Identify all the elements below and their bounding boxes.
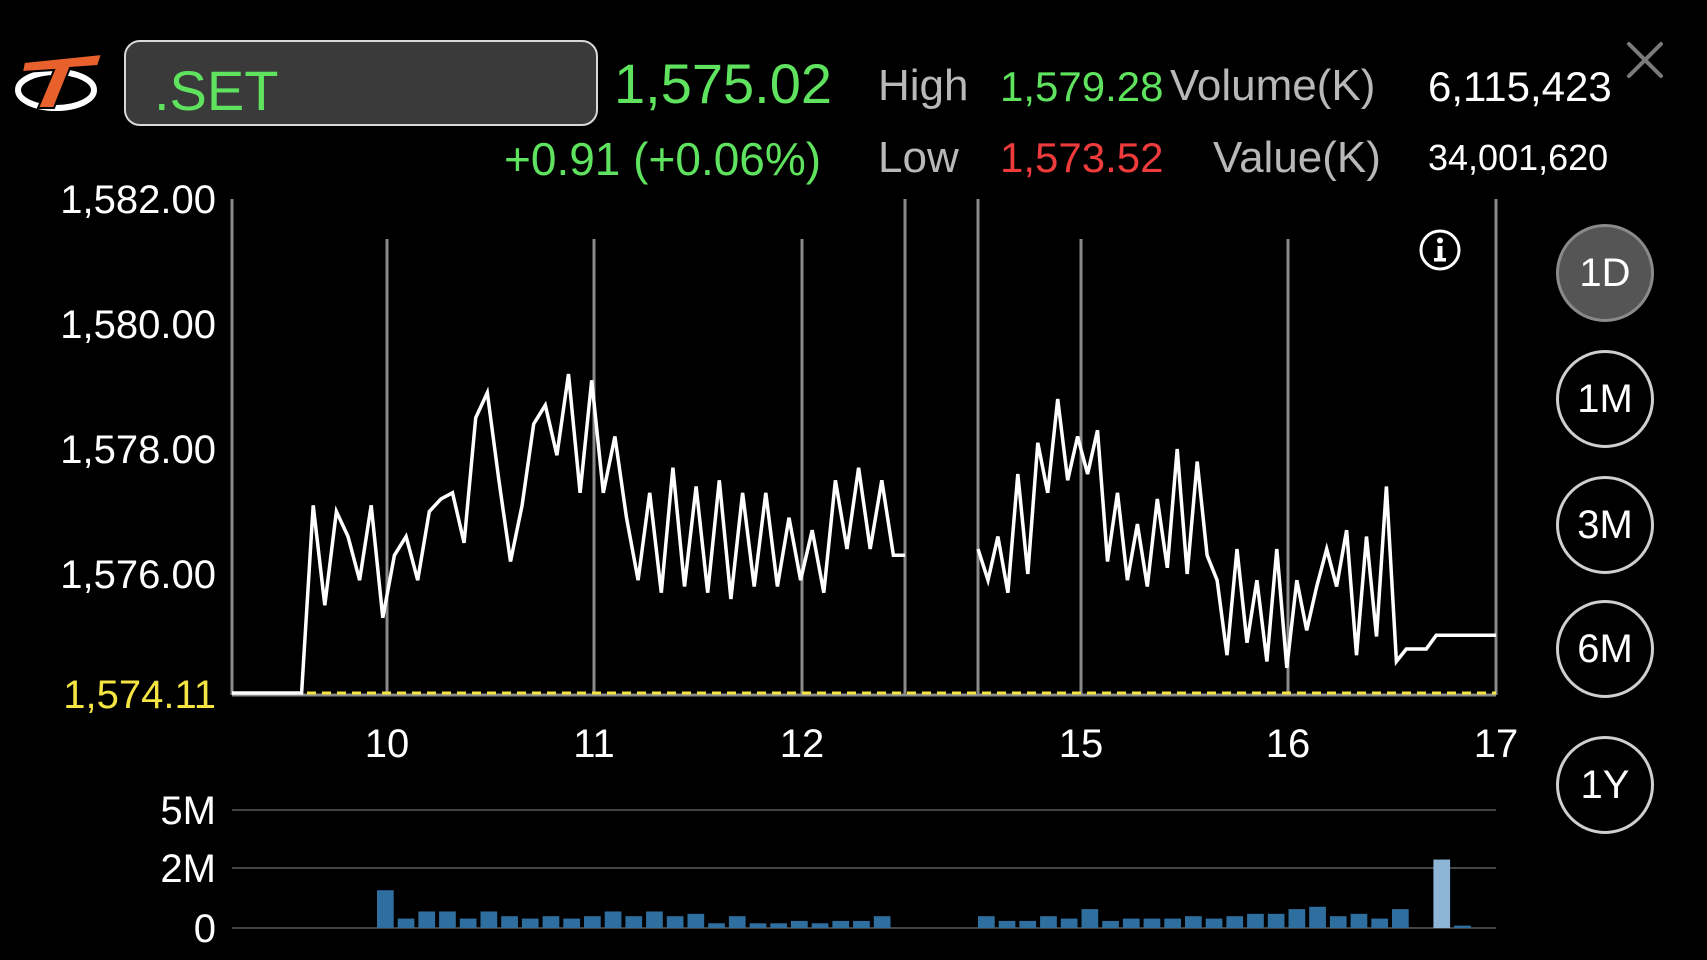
price-change: +0.91 (+0.06%) bbox=[504, 133, 822, 185]
volume-bar bbox=[1081, 909, 1099, 928]
volume-bar bbox=[749, 923, 767, 928]
period-label: 6M bbox=[1577, 626, 1633, 671]
volume-bar bbox=[563, 918, 580, 928]
logo-mark bbox=[15, 52, 104, 111]
last-price: 1,575.02 bbox=[614, 52, 832, 115]
volume-bar bbox=[1185, 916, 1202, 928]
volume-bar bbox=[459, 918, 477, 928]
x-tick-label: 12 bbox=[780, 722, 825, 766]
period-1m-button[interactable]: 1M bbox=[1556, 350, 1654, 448]
volume-bar bbox=[542, 916, 560, 928]
value-value: 34,001,620 bbox=[1428, 137, 1609, 178]
volume-bar bbox=[1350, 913, 1368, 928]
y-tick-label: 1,582.00 bbox=[60, 178, 216, 222]
volume-bar bbox=[1267, 913, 1285, 928]
volume-bar bbox=[1433, 859, 1451, 928]
low-label: Low bbox=[878, 133, 959, 182]
x-tick-label: 16 bbox=[1266, 722, 1311, 766]
period-label: 1M bbox=[1577, 376, 1633, 421]
volume-bar bbox=[791, 920, 808, 928]
period-1d-button[interactable]: 1D bbox=[1556, 224, 1654, 322]
volume-bar bbox=[1060, 918, 1078, 928]
volume-bar bbox=[998, 920, 1016, 928]
y-tick-label: 1,580.00 bbox=[60, 303, 216, 347]
volume-bar bbox=[501, 916, 518, 928]
high-value: 1,579.28 bbox=[1000, 63, 1164, 110]
previous-close-label: 1,574.11 bbox=[63, 673, 216, 717]
x-tick-label: 15 bbox=[1059, 722, 1104, 766]
volume-bar bbox=[604, 911, 622, 928]
period-label: 1D bbox=[1579, 250, 1631, 295]
volume-bar bbox=[1392, 909, 1409, 928]
volume-bar bbox=[728, 916, 746, 928]
value-label: Value(K) bbox=[1213, 133, 1381, 182]
volume-bar bbox=[978, 916, 995, 928]
brand-logo-icon bbox=[15, 52, 104, 111]
volume-bar bbox=[1164, 918, 1181, 928]
volume-bar bbox=[418, 911, 436, 928]
volume-bar bbox=[1288, 909, 1306, 928]
volume-bar bbox=[832, 920, 850, 928]
volume-bar bbox=[853, 920, 870, 928]
volume-bar bbox=[625, 916, 643, 928]
volume-y-tick-label: 5M bbox=[160, 789, 216, 833]
volume-bar bbox=[873, 916, 891, 928]
x-tick-label: 17 bbox=[1474, 722, 1519, 766]
volume-bar bbox=[480, 911, 498, 928]
volume-bar bbox=[708, 923, 725, 928]
volume-bar bbox=[1019, 920, 1037, 928]
volume-bar bbox=[1143, 918, 1161, 928]
volume-bar bbox=[1102, 920, 1119, 928]
symbol-text: .SET bbox=[154, 59, 279, 122]
volume-bar bbox=[1226, 916, 1244, 928]
volume-bar bbox=[397, 918, 415, 928]
x-tick-label: 10 bbox=[365, 722, 410, 766]
period-1y-button[interactable]: 1Y bbox=[1556, 736, 1654, 834]
volume-bar bbox=[1309, 906, 1326, 928]
volume-bar bbox=[584, 916, 601, 928]
volume-bar bbox=[811, 923, 829, 928]
symbol-search-input[interactable]: .SET bbox=[124, 40, 598, 126]
low-value: 1,573.52 bbox=[1000, 134, 1164, 181]
volume-label: Volume(K) bbox=[1170, 61, 1376, 110]
volume-bar bbox=[1329, 916, 1347, 928]
price-line-morning bbox=[232, 373, 905, 695]
volume-bar bbox=[646, 911, 663, 928]
high-label: High bbox=[878, 61, 969, 110]
period-6m-button[interactable]: 6M bbox=[1556, 600, 1654, 698]
volume-bar bbox=[1247, 913, 1264, 928]
period-3m-button[interactable]: 3M bbox=[1556, 476, 1654, 574]
volume-bar bbox=[770, 923, 787, 928]
volume-bar bbox=[1371, 918, 1388, 928]
volume-bar bbox=[1122, 918, 1140, 928]
volume-bar bbox=[687, 913, 705, 928]
y-tick-label: 1,576.00 bbox=[60, 553, 216, 597]
volume-bar bbox=[377, 890, 394, 928]
price-line-afternoon bbox=[976, 398, 1496, 668]
period-label: 3M bbox=[1577, 502, 1633, 547]
info-icon[interactable] bbox=[1418, 228, 1462, 272]
period-label: 1Y bbox=[1580, 762, 1630, 807]
volume-bar bbox=[1454, 925, 1471, 928]
y-tick-label: 1,578.00 bbox=[60, 428, 216, 472]
volume-bar bbox=[439, 911, 456, 928]
volume-bar bbox=[666, 916, 684, 928]
volume-y-tick-label: 2M bbox=[160, 847, 216, 891]
close-icon[interactable] bbox=[1625, 40, 1665, 80]
volume-value: 6,115,423 bbox=[1428, 63, 1612, 110]
volume-bar bbox=[1040, 916, 1057, 928]
x-tick-label: 11 bbox=[573, 722, 615, 766]
volume-y-tick-label: 0 bbox=[194, 907, 216, 951]
volume-bar bbox=[1205, 918, 1223, 928]
volume-bar bbox=[521, 918, 539, 928]
